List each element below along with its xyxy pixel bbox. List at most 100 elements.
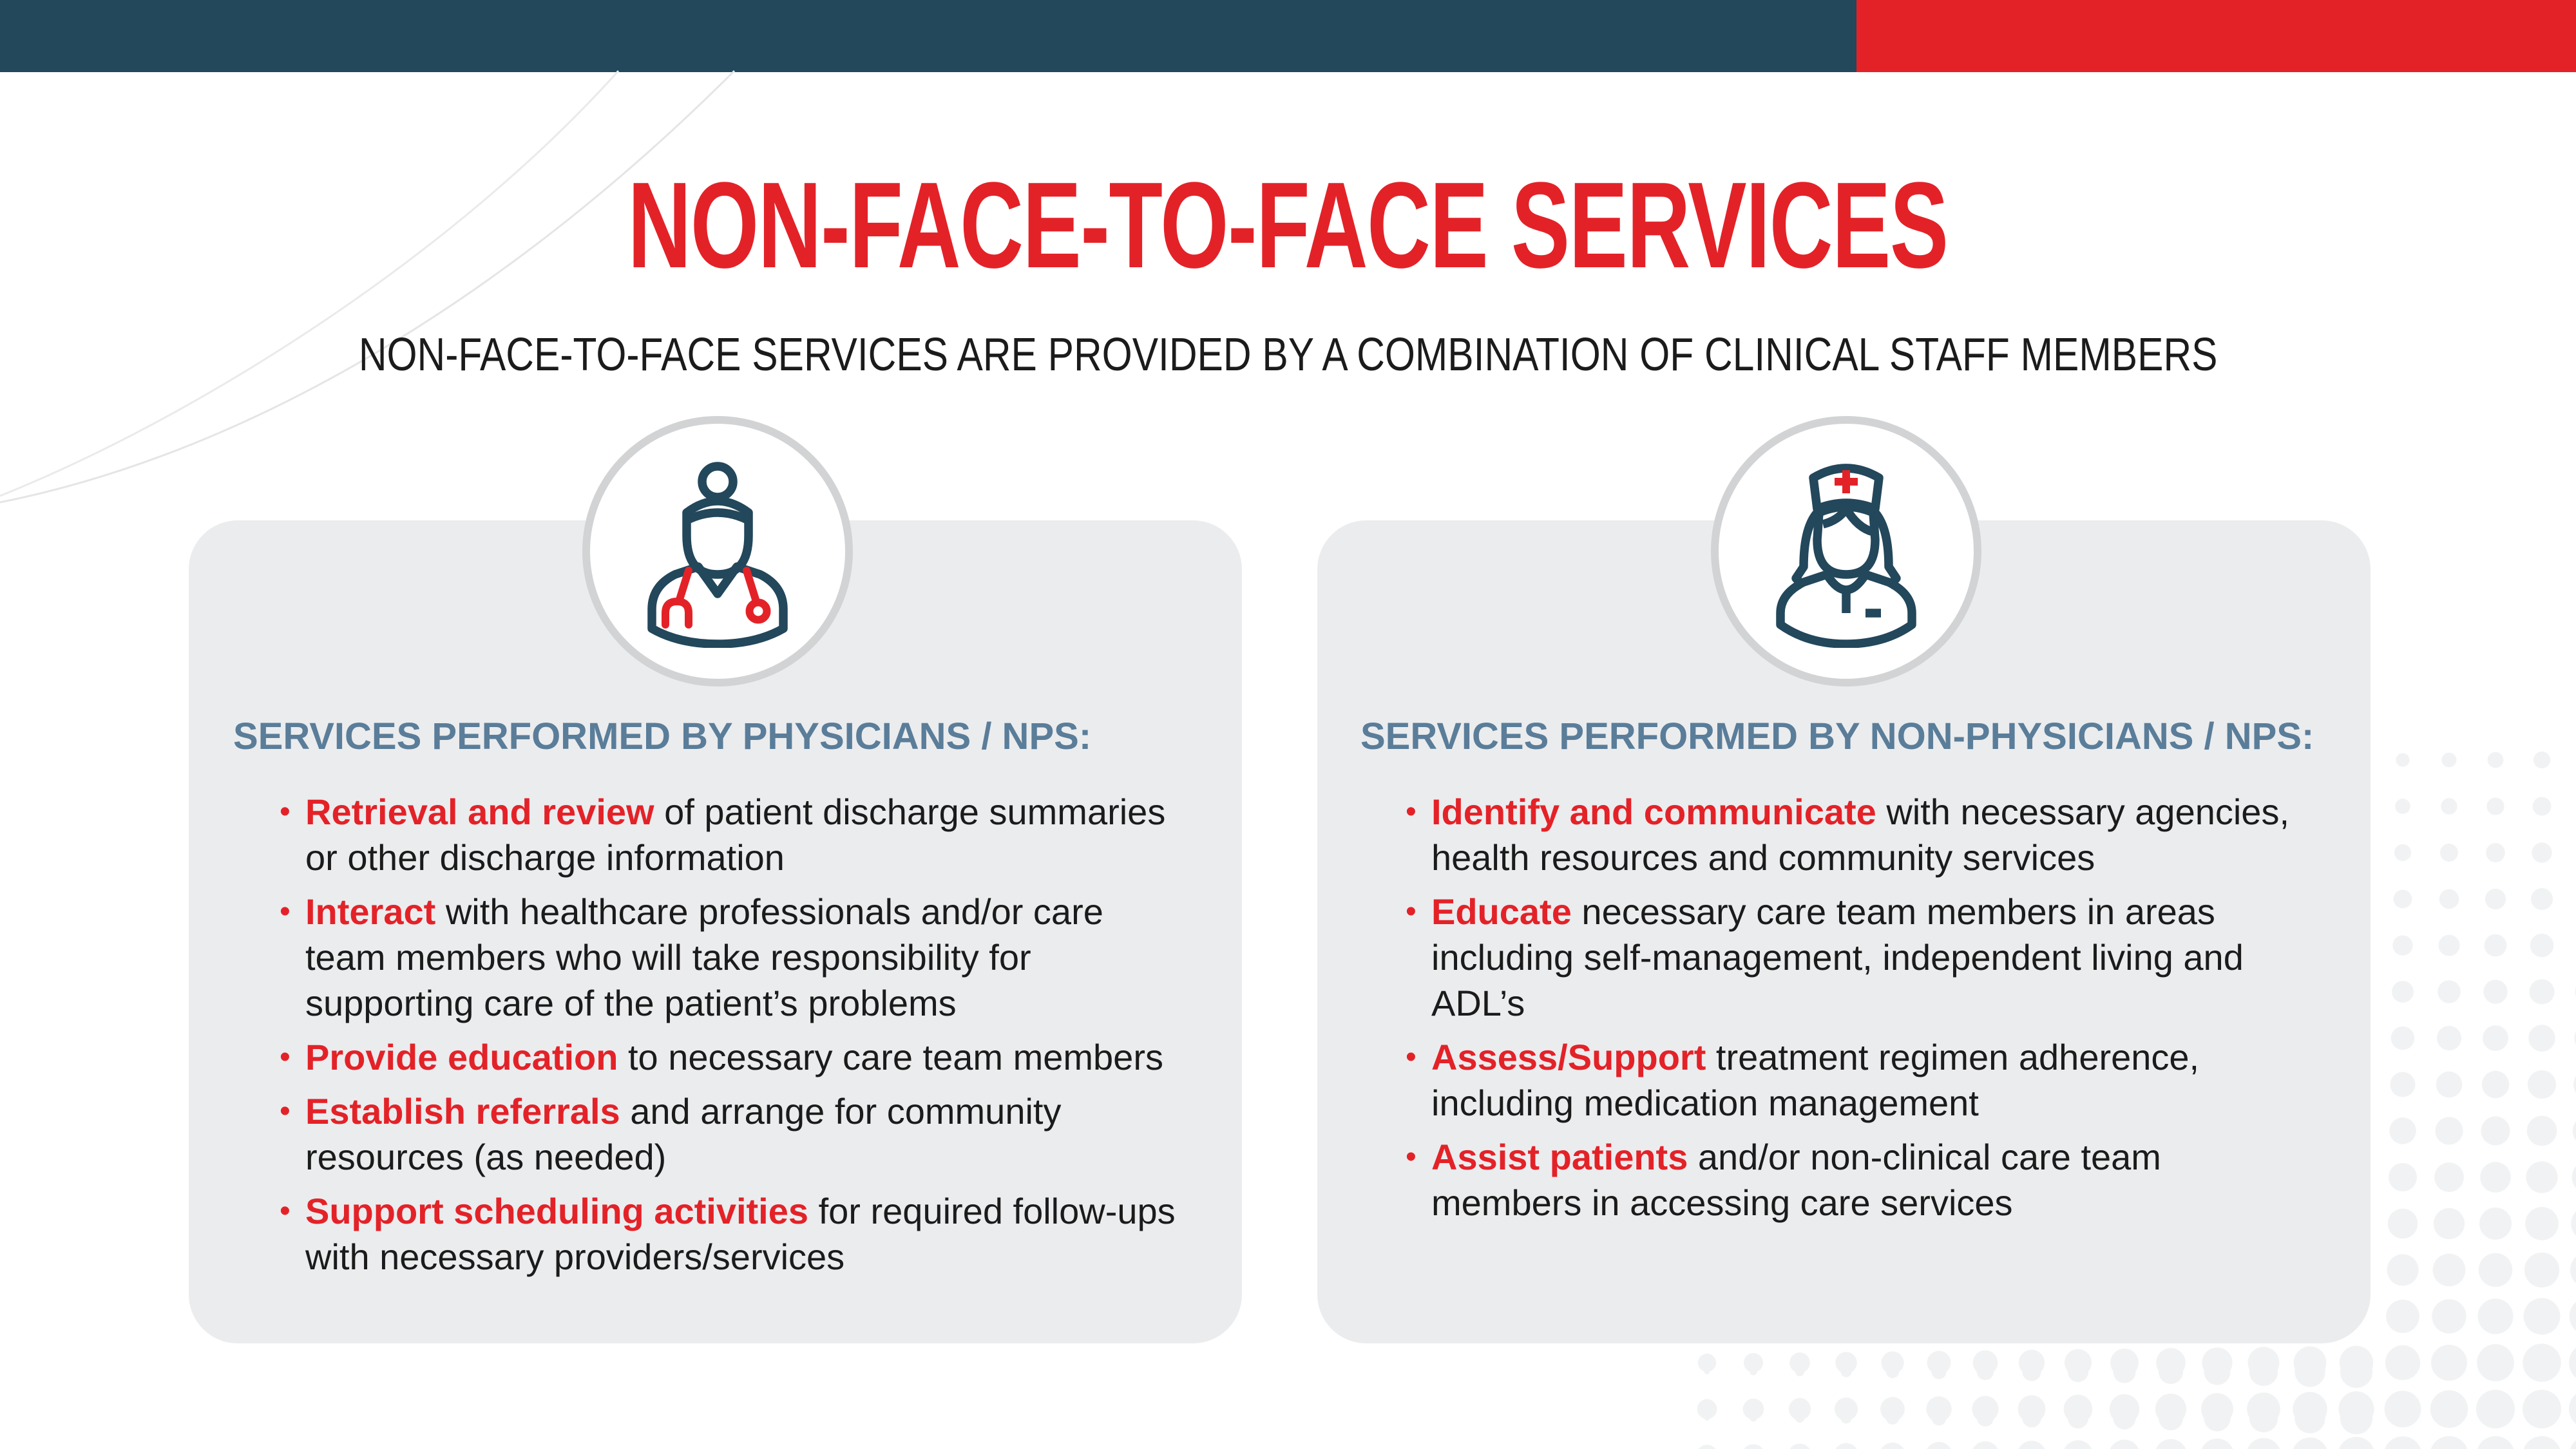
dot bbox=[2387, 1208, 2418, 1239]
dot bbox=[2477, 1344, 2514, 1381]
dot bbox=[2389, 1117, 2416, 1144]
service-item: • Educate necessary care team members in … bbox=[1406, 889, 2307, 1026]
dot bbox=[2113, 1360, 2136, 1383]
dot bbox=[1788, 1397, 1811, 1421]
dot bbox=[2571, 1166, 2576, 1188]
dot bbox=[2433, 1208, 2465, 1240]
dot bbox=[2528, 1025, 2555, 1052]
dot bbox=[2067, 1361, 2089, 1383]
service-lead: Support scheduling activities bbox=[305, 1191, 809, 1231]
page-subtitle: NON-FACE-TO-FACE SERVICES ARE PROVIDED B… bbox=[0, 332, 2576, 378]
service-description: for required follow-ups with necessary p… bbox=[305, 1191, 1176, 1277]
non-physicians-services-list: • Identify and communicate with necessary… bbox=[1406, 789, 2307, 1234]
service-description: necessary care team members in areas inc… bbox=[1431, 891, 2244, 1023]
dot bbox=[2340, 1401, 2373, 1435]
service-lead: Educate bbox=[1431, 891, 1572, 932]
nurse-icon bbox=[1776, 464, 1916, 648]
dot bbox=[2392, 935, 2413, 956]
dot bbox=[2396, 753, 2410, 767]
service-lead: Provide education bbox=[305, 1037, 618, 1077]
dot bbox=[2022, 1408, 2041, 1428]
dot bbox=[2390, 1026, 2415, 1050]
dot bbox=[1750, 1414, 1757, 1422]
dot bbox=[1885, 1411, 1900, 1425]
dot bbox=[2247, 1437, 2280, 1449]
dot bbox=[1835, 1397, 1858, 1421]
dot bbox=[2249, 1403, 2278, 1433]
dot bbox=[2479, 1207, 2512, 1240]
dot bbox=[2480, 1162, 2511, 1193]
bullet-icon: • bbox=[280, 795, 291, 829]
dot bbox=[1976, 1363, 1994, 1381]
dot bbox=[2158, 1405, 2184, 1431]
dot bbox=[2339, 1437, 2374, 1449]
physicians-services-list: • Retrieval and review of patient dischar… bbox=[280, 789, 1181, 1288]
service-description: and/or non-clinical care team members in… bbox=[1431, 1137, 2161, 1223]
bullet-icon: • bbox=[1406, 1140, 1417, 1174]
dot bbox=[2441, 752, 2457, 768]
dot bbox=[1704, 1416, 1710, 1421]
dot bbox=[1976, 1409, 1994, 1427]
dot bbox=[2523, 1298, 2561, 1335]
dot bbox=[2387, 1254, 2419, 1286]
dot bbox=[2571, 1211, 2576, 1236]
doctor-icon-circle bbox=[582, 416, 853, 687]
service-item: • Provide education to necessary care tea… bbox=[280, 1034, 1181, 1080]
service-description: and arrange for community resources (as … bbox=[305, 1091, 1062, 1177]
physicians-heading: SERVICES PERFORMED BY PHYSICIANS / NPS: bbox=[233, 715, 1092, 757]
dot bbox=[2524, 1252, 2560, 1288]
service-item: • Retrieval and review of patient dischar… bbox=[280, 789, 1181, 880]
dot bbox=[2064, 1440, 2092, 1449]
dot bbox=[2293, 1437, 2327, 1449]
dot bbox=[2430, 1436, 2468, 1449]
dot bbox=[2574, 1031, 2576, 1045]
dot bbox=[2532, 797, 2552, 816]
subtitle-text: NON-FACE-TO-FACE SERVICES ARE PROVIDED B… bbox=[358, 329, 2218, 381]
service-lead: Identify and communicate bbox=[1431, 791, 1876, 832]
dot bbox=[2432, 1253, 2466, 1287]
dot bbox=[2392, 981, 2414, 1003]
dot bbox=[2204, 1358, 2231, 1385]
dot bbox=[2441, 798, 2457, 815]
dot bbox=[2485, 888, 2506, 910]
service-description: of patient discharge summaries or other … bbox=[305, 791, 1166, 878]
dot bbox=[2395, 799, 2410, 814]
dot bbox=[1835, 1352, 1857, 1374]
dot bbox=[2022, 1362, 2041, 1381]
dot bbox=[2386, 1300, 2419, 1333]
dot bbox=[2440, 844, 2458, 862]
dot bbox=[2439, 889, 2459, 909]
dot bbox=[2569, 1394, 2576, 1425]
dot bbox=[1880, 1397, 1905, 1421]
dot bbox=[2477, 1298, 2514, 1334]
dot bbox=[1972, 1441, 1998, 1449]
bullet-icon: • bbox=[280, 1094, 291, 1128]
dot bbox=[2204, 1405, 2231, 1432]
dot bbox=[1840, 1412, 1852, 1424]
dot bbox=[2478, 1253, 2513, 1287]
dot bbox=[2067, 1407, 2089, 1429]
dot bbox=[2249, 1357, 2278, 1387]
dot bbox=[1744, 1353, 1763, 1372]
dot bbox=[2483, 980, 2508, 1004]
dot bbox=[2201, 1438, 2233, 1449]
dot bbox=[2527, 1070, 2557, 1099]
dot bbox=[1704, 1369, 1710, 1374]
dot bbox=[2486, 797, 2504, 815]
dot bbox=[1931, 1364, 1947, 1379]
dot bbox=[2526, 1115, 2557, 1146]
dot bbox=[1881, 1351, 1904, 1374]
dot bbox=[2569, 1347, 2576, 1378]
service-lead: Interact bbox=[305, 891, 436, 932]
service-lead: Retrieval and review bbox=[305, 791, 654, 832]
dot bbox=[2438, 934, 2460, 956]
service-item: • Identify and communicate with necessary… bbox=[1406, 789, 2307, 880]
dot bbox=[2533, 751, 2551, 769]
dot bbox=[1789, 1352, 1810, 1373]
dot bbox=[2434, 1162, 2464, 1192]
dot bbox=[2295, 1403, 2325, 1434]
dot bbox=[1742, 1398, 1764, 1420]
bullet-icon: • bbox=[1406, 895, 1417, 929]
nurse-icon-circle bbox=[1711, 416, 1981, 687]
